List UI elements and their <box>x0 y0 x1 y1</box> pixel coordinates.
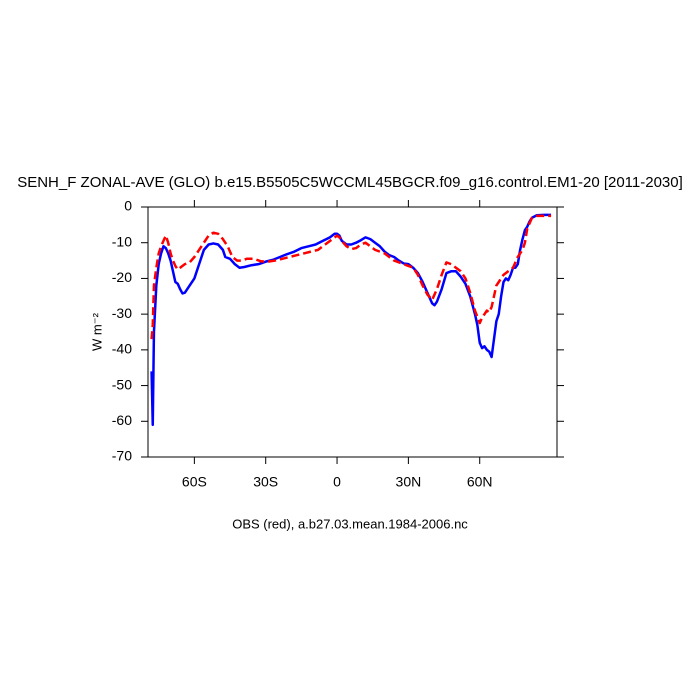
y-tick-label: -20 <box>112 269 132 285</box>
y-tick-label: -50 <box>112 376 132 392</box>
x-tick-label: 60S <box>182 474 207 490</box>
x-tick-label: 60N <box>467 474 493 490</box>
series-line <box>150 213 552 427</box>
y-axis-label: W m⁻² <box>89 312 104 351</box>
x-tick-label: 0 <box>333 474 341 490</box>
annotation: OBS (red), a.b27.03.mean.1984-2006.nc <box>232 516 468 531</box>
y-tick-label: -10 <box>112 233 132 249</box>
y-tick-label: -60 <box>112 412 132 428</box>
x-tick-label: 30N <box>396 474 422 490</box>
y-tick-label: 0 <box>124 198 132 214</box>
y-tick-label: -40 <box>112 341 132 357</box>
series-line <box>150 214 552 340</box>
chart-title: SENH_F ZONAL-AVE (GLO) b.e15.B5505C5WCCM… <box>17 174 683 191</box>
x-tick-label: 30S <box>253 474 278 490</box>
y-tick-label: -70 <box>112 448 132 464</box>
plot-frame <box>147 206 558 458</box>
y-tick-label: -30 <box>112 305 132 321</box>
